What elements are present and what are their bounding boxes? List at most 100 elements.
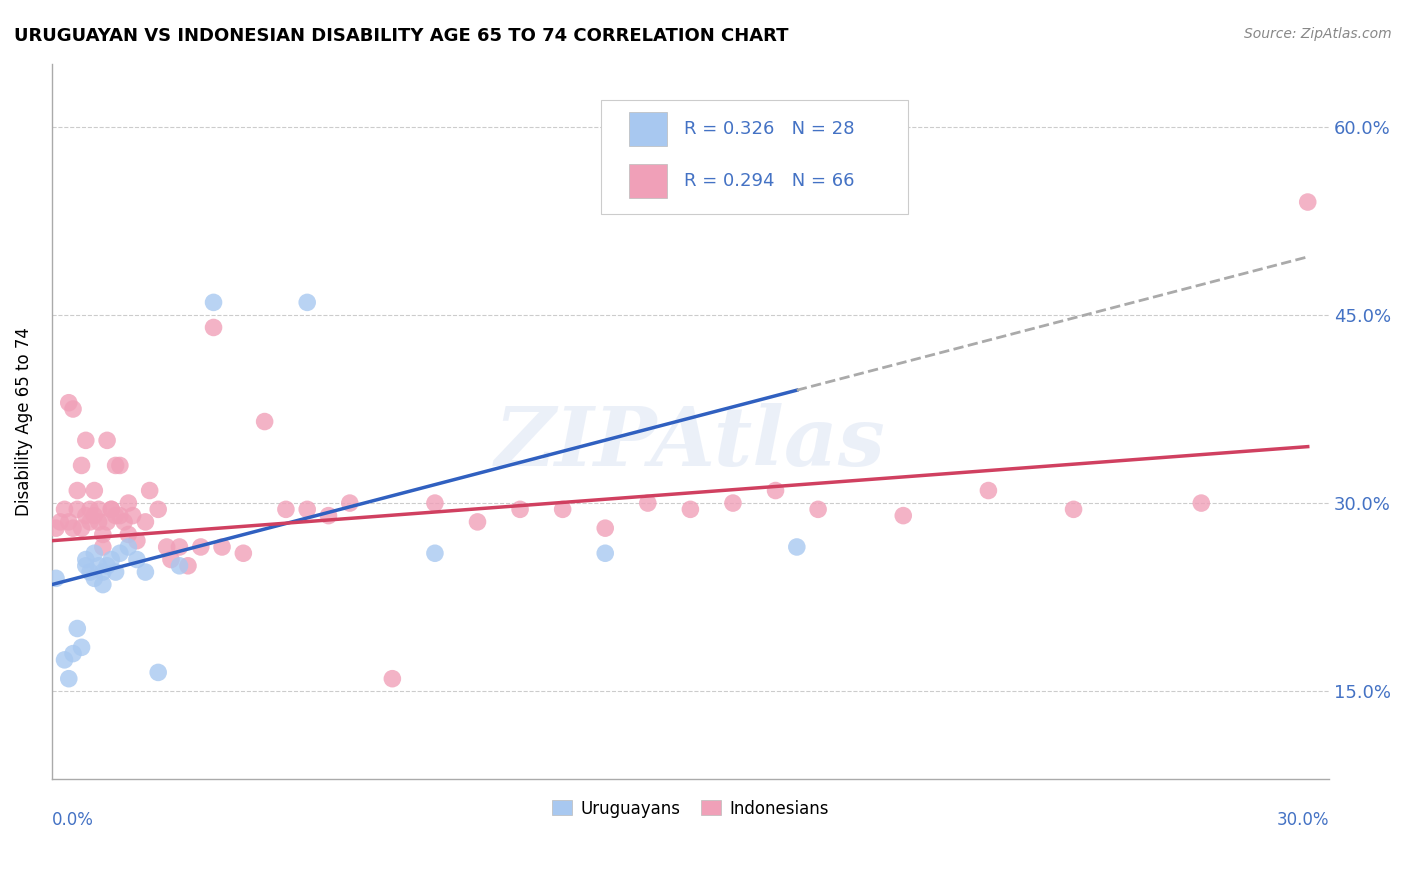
- Point: [121, 508, 143, 523]
- Point: [58, 515, 80, 529]
- Point: [679, 502, 702, 516]
- Point: [100, 502, 122, 516]
- Point: [134, 565, 156, 579]
- Point: [807, 502, 830, 516]
- Bar: [628, 164, 668, 199]
- Point: [1189, 496, 1212, 510]
- Point: [786, 540, 808, 554]
- Point: [190, 540, 212, 554]
- Text: R = 0.294   N = 66: R = 0.294 N = 66: [683, 172, 855, 190]
- Point: [202, 295, 225, 310]
- FancyBboxPatch shape: [600, 100, 907, 214]
- Point: [381, 672, 404, 686]
- Point: [202, 320, 225, 334]
- Text: 0.0%: 0.0%: [52, 811, 94, 830]
- Point: [148, 502, 170, 516]
- Point: [79, 502, 101, 516]
- Point: [423, 546, 446, 560]
- Point: [1063, 502, 1085, 516]
- Point: [112, 515, 135, 529]
- Bar: [628, 112, 668, 146]
- Point: [551, 502, 574, 516]
- Point: [96, 515, 118, 529]
- Point: [91, 565, 114, 579]
- Point: [253, 415, 276, 429]
- Point: [53, 502, 76, 516]
- Point: [62, 521, 84, 535]
- Point: [75, 552, 97, 566]
- Point: [295, 502, 318, 516]
- Point: [58, 395, 80, 409]
- Point: [96, 558, 118, 573]
- Point: [169, 558, 191, 573]
- Point: [125, 533, 148, 548]
- Point: [509, 502, 531, 516]
- Point: [977, 483, 1000, 498]
- Point: [70, 458, 93, 473]
- Point: [87, 502, 110, 516]
- Point: [83, 508, 105, 523]
- Text: URUGUAYAN VS INDONESIAN DISABILITY AGE 65 TO 74 CORRELATION CHART: URUGUAYAN VS INDONESIAN DISABILITY AGE 6…: [14, 27, 789, 45]
- Point: [156, 540, 179, 554]
- Point: [104, 458, 127, 473]
- Point: [70, 521, 93, 535]
- Text: 30.0%: 30.0%: [1277, 811, 1329, 830]
- Point: [467, 515, 489, 529]
- Point: [295, 295, 318, 310]
- Point: [53, 653, 76, 667]
- Point: [339, 496, 361, 510]
- Point: [274, 502, 297, 516]
- Point: [148, 665, 170, 680]
- Point: [169, 540, 191, 554]
- Point: [75, 508, 97, 523]
- Point: [87, 558, 110, 573]
- Point: [104, 508, 127, 523]
- Point: [49, 515, 72, 529]
- Text: R = 0.326   N = 28: R = 0.326 N = 28: [683, 120, 855, 138]
- Point: [62, 402, 84, 417]
- Point: [721, 496, 744, 510]
- Point: [70, 640, 93, 655]
- Point: [66, 622, 89, 636]
- Point: [318, 508, 340, 523]
- Point: [45, 521, 67, 535]
- Point: [1296, 194, 1319, 209]
- Point: [765, 483, 787, 498]
- Point: [637, 496, 659, 510]
- Text: Source: ZipAtlas.com: Source: ZipAtlas.com: [1244, 27, 1392, 41]
- Point: [91, 577, 114, 591]
- Point: [891, 508, 914, 523]
- Point: [138, 483, 160, 498]
- Point: [91, 540, 114, 554]
- Point: [423, 496, 446, 510]
- Point: [87, 515, 110, 529]
- Point: [91, 527, 114, 541]
- Point: [117, 527, 139, 541]
- Point: [117, 496, 139, 510]
- Point: [593, 521, 616, 535]
- Point: [75, 434, 97, 448]
- Point: [134, 515, 156, 529]
- Point: [83, 483, 105, 498]
- Point: [75, 558, 97, 573]
- Point: [593, 546, 616, 560]
- Y-axis label: Disability Age 65 to 74: Disability Age 65 to 74: [15, 327, 32, 516]
- Legend: Uruguayans, Indonesians: Uruguayans, Indonesians: [546, 793, 835, 824]
- Point: [58, 672, 80, 686]
- Text: ZIPAtlas: ZIPAtlas: [495, 403, 886, 483]
- Point: [211, 540, 233, 554]
- Point: [108, 546, 131, 560]
- Point: [108, 458, 131, 473]
- Point: [160, 552, 183, 566]
- Point: [62, 647, 84, 661]
- Point: [66, 502, 89, 516]
- Point: [66, 483, 89, 498]
- Point: [100, 552, 122, 566]
- Point: [79, 565, 101, 579]
- Point: [83, 571, 105, 585]
- Point: [45, 571, 67, 585]
- Point: [83, 546, 105, 560]
- Point: [79, 515, 101, 529]
- Point: [117, 540, 139, 554]
- Point: [177, 558, 200, 573]
